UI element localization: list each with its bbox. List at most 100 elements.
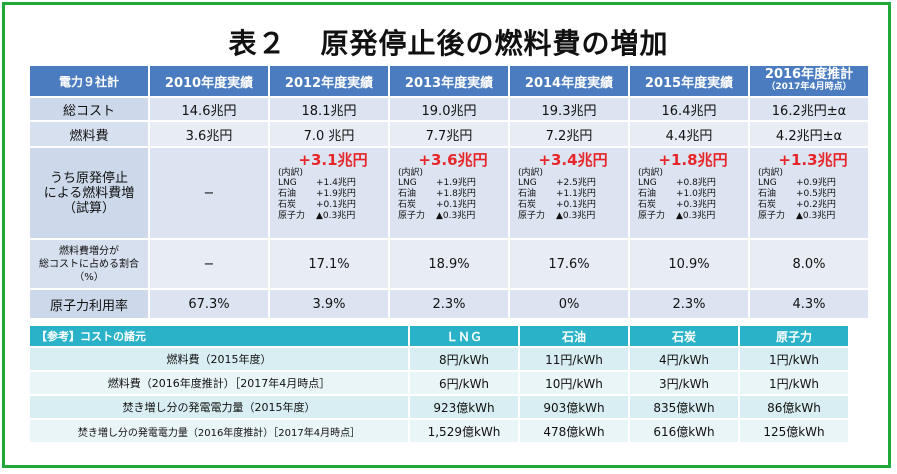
nuclear-util-2014: 0% [510,290,630,320]
breakdown-key: LNG [758,178,777,188]
header-2012: 2012年度実績 [270,66,390,98]
breakdown-key: 原子力 [758,211,786,221]
main-header-row: 電力９社計 2010年度実績 2012年度実績 2013年度実績 2014年度実… [30,66,870,98]
ref-row-label: 燃料費（2016年度推計）［2017年4月時点］ [30,372,410,396]
total-cost-2012: 18.1兆円 [270,98,390,122]
breakdown-key: 石油 [758,189,777,199]
increase-2014: +3.4兆円 (内訳) LNG +2.5兆円 石油 +1.1兆円 石炭 +0.1兆円 … [510,148,630,240]
ref-row: 焚き増し分の発電電力量（2015年度） 923億kWh 903億kWh 835億… [30,396,850,420]
ref-value-oil: 11円/kWh [520,348,630,372]
ref-row: 焚き増し分の発電電力量（2016年度推計）［2017年4月時点］ 1,529億k… [30,420,850,444]
breakdown-key: 原子力 [278,211,306,221]
breakdown-key: LNG [638,178,657,188]
increase-2012: +3.1兆円 (内訳) LNG +1.4兆円 石油 +1.9兆円 石炭 +0.1兆円 … [270,148,390,240]
breakdown-value: +1.9兆円 [436,178,476,188]
ref-value-nuclear: 1円/kWh [740,348,850,372]
breakdown-value: +0.2兆円 [796,200,836,210]
nuclear-util-label: 原子力利用率 [30,290,150,320]
fuel-cost-2015: 4.4兆円 [630,122,750,148]
total-cost-2013: 19.0兆円 [390,98,510,122]
breakdown-key: 原子力 [518,211,546,221]
increase-2013: +3.6兆円 (内訳) LNG +1.9兆円 石油 +1.8兆円 石炭 +0.1兆円 … [390,148,510,240]
increase-total: +1.8兆円 [658,151,728,169]
breakdown-value: ▲0.3兆円 [316,211,356,221]
ref-header-oil: 石油 [520,326,630,348]
total-cost-2016: 16.2兆円±α [750,98,870,122]
breakdown-key: 石炭 [758,200,777,210]
breakdown-value: +1.8兆円 [436,189,476,199]
breakdown-line: 石油 +1.0兆円 [638,189,716,200]
increase-total: +3.6兆円 [418,151,488,169]
breakdown-key: 原子力 [638,211,666,221]
increase-total: +3.1兆円 [298,151,368,169]
ref-value-nuclear: 125億kWh [740,420,850,444]
ref-value-coal: 3円/kWh [630,372,740,396]
breakdown-line: 石油 +1.9兆円 [278,189,356,200]
breakdown-key: 石油 [638,189,657,199]
breakdown-key: 石油 [398,189,417,199]
breakdown-line: 原子力 ▲0.3兆円 [398,211,475,222]
breakdown-key: 石油 [518,189,537,199]
breakdown-line: LNG +1.4兆円 [278,178,356,189]
breakdown-line: LNG +0.9兆円 [758,178,836,189]
header-2015: 2015年度実績 [630,66,750,98]
ref-value-oil: 478億kWh [520,420,630,444]
breakdown-value: +2.5兆円 [556,178,596,188]
ref-header-nuclear: 原子力 [740,326,850,348]
breakdown-value: +0.1兆円 [316,200,356,210]
breakdown-value: ▲0.3兆円 [676,211,716,221]
breakdown-key: LNG [278,178,297,188]
breakdown-value: ▲0.3兆円 [436,211,476,221]
breakdown-key: 石炭 [398,200,417,210]
nuclear-util-2012: 3.9% [270,290,390,320]
total-cost-2014: 19.3兆円 [510,98,630,122]
breakdown-key: 原子力 [398,211,426,221]
breakdown-line: 原子力 ▲0.3兆円 [518,211,595,222]
breakdown-key: 石炭 [638,200,657,210]
ref-value-oil: 903億kWh [520,396,630,420]
increase-label: うち原発停止 による燃料費増 （試算） [30,148,150,240]
nuclear-util-2015: 2.3% [630,290,750,320]
ref-header-row: 【参考】コストの諸元 ＬＮＧ 石油 石炭 原子力 [30,326,850,348]
ref-row: 燃料費（2015年度） 8円/kWh 11円/kWh 4円/kWh 1円/kWh [30,348,850,372]
share-2010: − [150,240,270,290]
ref-header-label: 【参考】コストの諸元 [30,326,410,348]
breakdown-value: +0.1兆円 [556,200,596,210]
breakdown-line: 石炭 +0.1兆円 [278,200,356,211]
ref-row-label: 燃料費（2015年度） [30,348,410,372]
breakdown-line: 石油 +0.5兆円 [758,189,836,200]
fuel-cost-2013: 7.7兆円 [390,122,510,148]
nuclear-util-2016: 4.3% [750,290,870,320]
breakdown-key: 石炭 [518,200,537,210]
share-label-line3: （%） [74,271,104,283]
increase-total: +3.4兆円 [538,151,608,169]
breakdown-value: +0.3兆円 [676,200,716,210]
breakdown-line: 石油 +1.8兆円 [398,189,476,200]
header-2016: 2016年度推計 （2017年4月時点） [750,66,870,98]
ref-row: 燃料費（2016年度推計）［2017年4月時点］ 6円/kWh 10円/kWh … [30,372,850,396]
header-2013: 2013年度実績 [390,66,510,98]
breakdown-value: +0.8兆円 [676,178,716,188]
breakdown-label: (内訳) [518,168,544,178]
ref-value-oil: 10円/kWh [520,372,630,396]
share-2015: 10.9% [630,240,750,290]
breakdown-label: (内訳) [398,168,424,178]
ref-row-label: 焚き増し分の発電電力量（2015年度） [30,396,410,420]
share-label-line1: 燃料費増分が [59,245,119,257]
increase-label-line1: うち原発停止 [49,170,128,186]
breakdown-line: 石炭 +0.2兆円 [758,200,836,211]
breakdown-line: LNG +1.9兆円 [398,178,476,189]
breakdown-line: 原子力 ▲0.3兆円 [758,211,835,222]
increase-label-line3: （試算） [62,200,115,216]
breakdown-label: (内訳) [278,168,304,178]
breakdown-value: +1.0兆円 [676,189,716,199]
header-company: 電力９社計 [30,66,150,98]
increase-2015: +1.8兆円 (内訳) LNG +0.8兆円 石油 +1.0兆円 石炭 +0.3兆円 … [630,148,750,240]
breakdown-value: +0.1兆円 [436,200,476,210]
ref-value-lng: 6円/kWh [410,372,520,396]
header-2016-main: 2016年度推計 [764,67,854,82]
ref-value-coal: 835億kWh [630,396,740,420]
breakdown-value: ▲0.3兆円 [796,211,836,221]
share-label: 燃料費増分が 総コストに占める割合 （%） [30,240,150,290]
fuel-cost-label: 燃料費 [30,122,150,148]
